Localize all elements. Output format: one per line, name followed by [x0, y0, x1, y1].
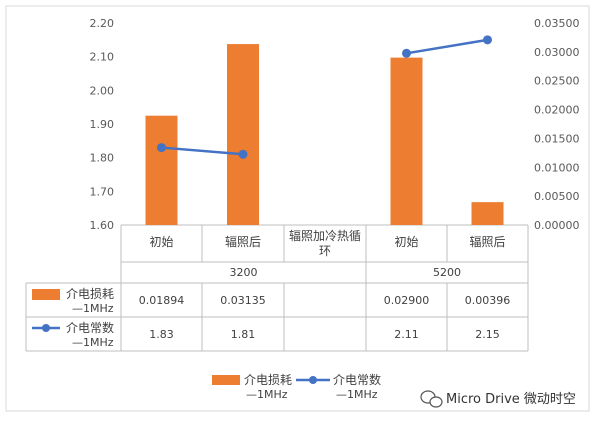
line-segment	[161, 146, 244, 156]
line-point	[157, 143, 166, 153]
loss-row-sublabel: —1MHz	[72, 302, 114, 315]
category-label: 辐照加冷热循环	[289, 228, 361, 258]
legend-line-marker	[309, 376, 317, 384]
bar	[390, 57, 423, 225]
bar	[145, 115, 178, 225]
line-point	[483, 35, 492, 45]
category-label: 初始	[394, 235, 418, 249]
legend-line-sublabel: —1MHz	[336, 388, 378, 401]
right-axis-ticks: 0.00000 0.00500 0.01000 0.01500 0.02000 0.025…	[534, 17, 580, 232]
category-labels: 初始 辐照后 辐照加冷热循环 初始 辐照后	[149, 228, 505, 258]
left-tick-label: 2.10	[90, 51, 115, 64]
legend-bar-sublabel: —1MHz	[246, 388, 288, 401]
table-cell-value: 1.83	[149, 328, 174, 341]
loss-row-label: 介电损耗	[66, 287, 114, 301]
table-row-header-loss: 介电损耗 —1MHz	[32, 287, 114, 315]
right-tick-label: 0.00500	[534, 190, 580, 203]
right-tick-label: 0.00000	[534, 219, 580, 232]
const-legend-marker	[42, 324, 50, 332]
line-point	[402, 48, 411, 58]
table-cells: 0.01894 0.03135 0.02900 0.00396 1.83 1.81 2.11…	[139, 294, 511, 341]
category-label: 辐照后	[469, 234, 505, 249]
watermark-text: Micro Drive 微动时空	[446, 392, 576, 407]
table-cell-value: 0.01894	[139, 294, 185, 307]
left-axis-ticks: 1.60 1.70 1.80 1.90 2.00 2.10 2.20	[90, 17, 115, 232]
right-tick-label: 0.03500	[534, 17, 580, 30]
right-tick-label: 0.01000	[534, 161, 580, 174]
group-label: 5200	[433, 266, 461, 279]
category-label: 初始	[149, 235, 173, 249]
wechat-icon	[420, 390, 443, 408]
table-cell-value: 0.03135	[220, 294, 266, 307]
left-tick-label: 1.70	[90, 185, 115, 198]
legend-bar-label: 介电损耗	[244, 373, 292, 387]
table-cell-value: 2.15	[475, 328, 500, 341]
right-tick-label: 0.02000	[534, 104, 580, 117]
right-tick-label: 0.02500	[534, 75, 580, 88]
loss-legend-key	[32, 289, 60, 300]
table-cell-value: 1.81	[231, 328, 256, 341]
left-tick-label: 1.80	[90, 152, 115, 165]
category-label: 辐照后	[225, 234, 261, 249]
table-cell-value: 0.02900	[384, 294, 430, 307]
right-tick-label: 0.01500	[534, 132, 580, 145]
table-cell-value: 2.11	[394, 328, 419, 341]
watermark: Micro Drive 微动时空	[420, 390, 576, 408]
const-row-label: 介电常数	[66, 320, 114, 335]
right-tick-label: 0.03000	[534, 46, 580, 59]
const-row-sublabel: —1MHz	[72, 336, 114, 349]
table-cell-value: 0.00396	[465, 294, 511, 307]
left-tick-label: 2.20	[90, 17, 115, 30]
table-row-header-const: 介电常数 —1MHz	[32, 320, 114, 349]
legend: 介电损耗 —1MHz 介电常数 —1MHz	[212, 372, 381, 401]
data-table-grid	[25, 224, 529, 352]
legend-bar-key	[212, 375, 240, 385]
line-point	[238, 149, 248, 159]
group-label: 3200	[230, 266, 258, 279]
left-tick-label: 1.60	[90, 219, 115, 232]
left-tick-label: 2.00	[90, 84, 115, 97]
legend-line-label: 介电常数	[333, 372, 381, 387]
group-labels: 3200 5200	[230, 266, 462, 279]
bar	[471, 202, 504, 225]
line-segment	[406, 38, 488, 55]
bar	[227, 44, 259, 225]
line-series	[157, 35, 492, 159]
left-tick-label: 1.90	[90, 118, 115, 131]
bar-series	[145, 44, 504, 225]
